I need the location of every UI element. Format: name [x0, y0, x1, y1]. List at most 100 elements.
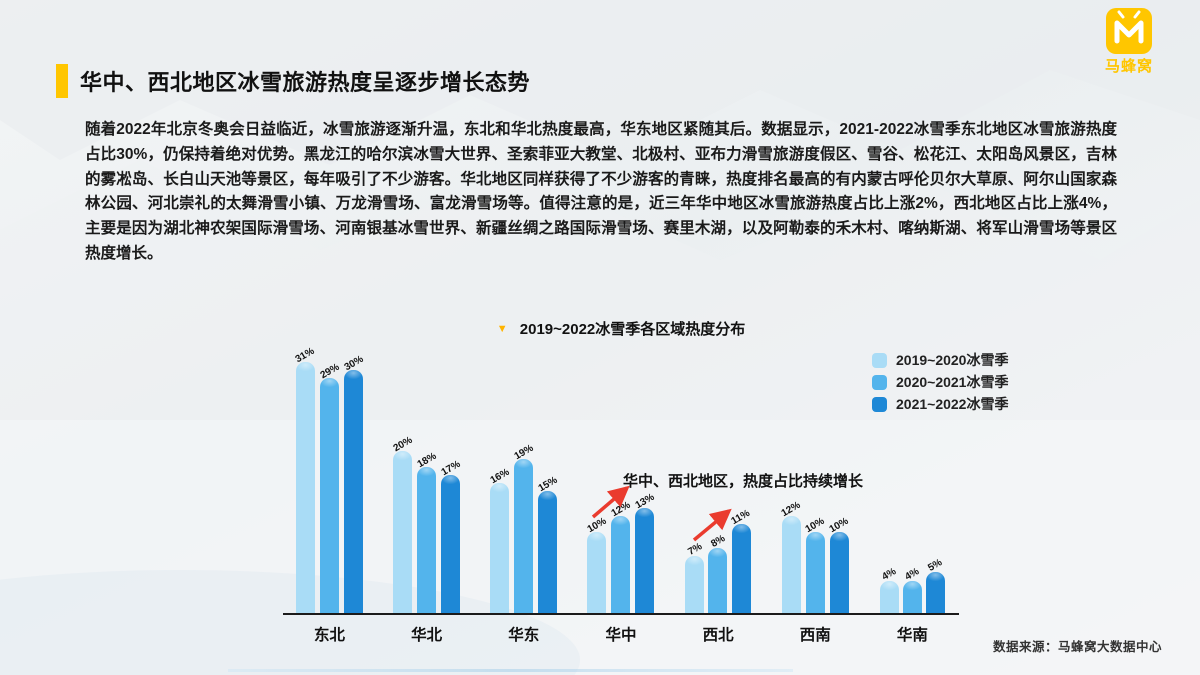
legend-swatch — [872, 396, 887, 412]
bar-value-label: 30% — [342, 353, 365, 374]
bar — [295, 362, 315, 613]
bar-wrap: 20% — [391, 435, 414, 613]
category-label: 西南 — [799, 627, 831, 644]
plot-area: 31% 29% 30% 20% 18% 17% 16% 19% 15% 10% 12% 13% 7% 8%… — [283, 343, 959, 615]
annotation-text: 华中、西北地区，热度占比持续增长 — [623, 473, 864, 490]
bar-wrap: 29% — [318, 362, 341, 613]
legend-label: 2020~2021冰雪季 — [896, 374, 1009, 390]
category-label: 西北 — [702, 627, 734, 644]
bar — [879, 581, 899, 613]
brand-name: 马蜂窝 — [1104, 58, 1153, 75]
bar-value-label: 12% — [609, 499, 633, 520]
bar — [587, 532, 607, 613]
bar — [320, 378, 339, 613]
page-title: 华中、西北地区冰雪旅游热度呈逐步增长态势 — [80, 70, 531, 95]
bar — [611, 516, 631, 613]
bar-wrap: 31% — [294, 346, 317, 613]
category-label: 华中 — [605, 627, 637, 644]
bar-wrap: 8% — [708, 533, 728, 613]
bar-value-label: 20% — [391, 434, 415, 455]
chart-title-text: 2019~2022冰雪季各区域热度分布 — [519, 321, 746, 338]
bar — [781, 516, 801, 613]
bar-value-label: 13% — [633, 491, 657, 512]
bar-value-label: 16% — [488, 466, 512, 487]
bar — [829, 532, 849, 613]
bar — [441, 475, 461, 613]
bar — [925, 572, 945, 613]
bar-wrap: 30% — [342, 354, 365, 613]
mafengwo-logo-icon — [1096, 8, 1162, 54]
bar-wrap: 12% — [610, 500, 632, 613]
legend-item: 2019~2020冰雪季 — [872, 349, 1008, 371]
body-paragraph: 随着2022年北京冬奥会日益临近，冰雪旅游逐渐升温，东北和华北热度最高，华东地区… — [85, 121, 1117, 262]
chart-title: ▼ 2019~2022冰雪季各区域热度分布 — [283, 318, 959, 339]
chart-legend: 2019~2020冰雪季 2020~2021冰雪季 2021~2022冰雪季 — [872, 349, 1008, 415]
legend-label: 2021~2022冰雪季 — [896, 396, 1009, 412]
bar-value-label: 10% — [585, 515, 609, 536]
bar — [708, 548, 728, 613]
bar-wrap: 12% — [780, 500, 803, 613]
bar-wrap: 10% — [804, 516, 827, 613]
bar — [731, 524, 751, 613]
bar-group: 12% 10% 10% — [780, 500, 851, 613]
data-source: 数据来源：马蜂窝大数据中心 — [992, 640, 1162, 654]
bar-value-label: 5% — [926, 557, 945, 574]
bar-wrap: 17% — [439, 459, 462, 613]
bar-wrap: 13% — [634, 492, 656, 613]
bar-group: 16% 19% 15% — [488, 443, 559, 613]
bar — [902, 581, 922, 613]
bar — [685, 556, 705, 613]
bar-group: 31% 29% 30% — [294, 346, 365, 613]
bar-wrap: 7% — [685, 541, 705, 613]
bar-value-label: 29% — [318, 361, 341, 382]
bar-wrap: 18% — [415, 451, 438, 613]
bar — [805, 532, 825, 613]
bar-value-label: 19% — [512, 442, 536, 463]
bar-value-label: 4% — [880, 566, 899, 583]
bar — [344, 370, 364, 613]
legend-label: 2019~2020冰雪季 — [896, 352, 1009, 368]
bar-wrap: 5% — [925, 557, 945, 613]
legend-item: 2020~2021冰雪季 — [872, 371, 1008, 393]
bar-chart: 31% 29% 30% 20% 18% 17% 16% 19% 15% 10% 12% 13% 7% 8%… — [283, 343, 959, 653]
bar-value-label: 4% — [903, 566, 922, 583]
category-label: 华北 — [411, 627, 443, 644]
bar-value-label: 18% — [415, 450, 439, 471]
bar — [490, 483, 510, 613]
bar — [538, 491, 558, 613]
bar — [393, 451, 413, 613]
bar — [417, 467, 437, 613]
bar-value-label: 7% — [685, 541, 704, 558]
legend-swatch — [872, 352, 887, 368]
title-accent-bar — [56, 64, 68, 98]
category-label: 华南 — [896, 627, 928, 644]
bar-wrap: 15% — [536, 475, 559, 613]
bar-wrap: 4% — [879, 566, 899, 613]
bar-group: 4% 4% 5% — [879, 557, 945, 613]
bar-wrap: 10% — [586, 516, 608, 613]
bar-wrap: 11% — [730, 508, 752, 613]
category-labels: 东北 华北 华东 华中 西北 西南 华南 — [283, 623, 959, 645]
bar-group: 7% 8% 11% — [685, 508, 752, 613]
legend-item: 2021~2022冰雪季 — [872, 393, 1008, 415]
bar-group: 20% 18% 17% — [391, 435, 462, 613]
decor-strip — [228, 669, 793, 672]
category-label: 东北 — [313, 627, 345, 644]
title-row: 华中、西北地区冰雪旅游热度呈逐步增长态势 — [56, 64, 530, 98]
bar-value-label: 17% — [439, 458, 463, 479]
bar-value-label: 8% — [708, 533, 727, 550]
bar-wrap: 10% — [828, 516, 851, 613]
bar-wrap: 19% — [512, 443, 535, 613]
bar-group: 10% 12% 13% — [586, 492, 656, 613]
triangle-marker-icon: ▼ — [496, 323, 508, 335]
bar-value-label: 15% — [536, 474, 560, 495]
bar-wrap: 4% — [902, 566, 922, 613]
brand-logo: 马蜂窝 — [1096, 8, 1162, 76]
legend-swatch — [872, 374, 887, 390]
bar-wrap: 16% — [488, 467, 511, 613]
category-label: 华东 — [508, 627, 540, 644]
bar — [635, 508, 655, 613]
bar — [514, 459, 534, 613]
